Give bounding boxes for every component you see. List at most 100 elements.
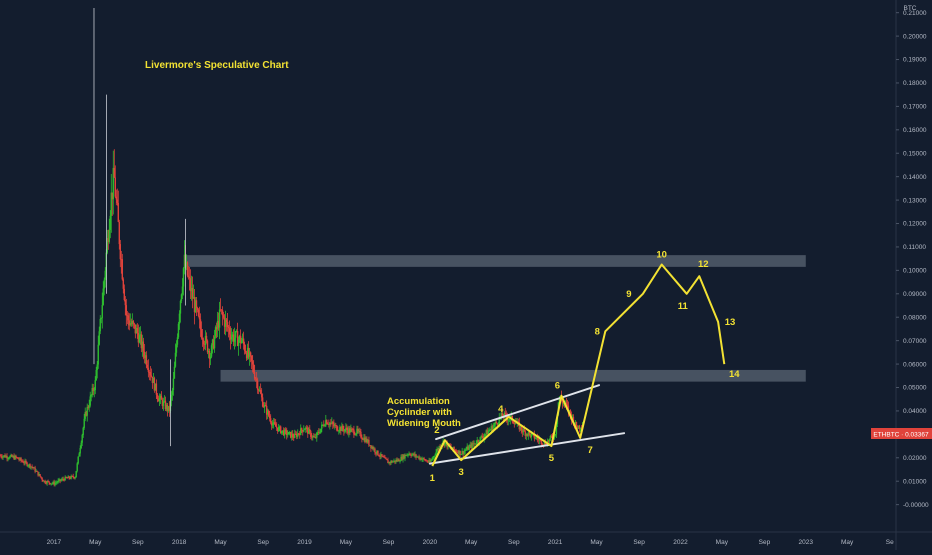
candle-body <box>89 396 91 406</box>
candle-body <box>259 389 262 394</box>
candle-body <box>200 329 203 338</box>
candle-body <box>215 327 218 330</box>
candle-body <box>296 434 298 437</box>
candle-body <box>69 478 71 479</box>
candle-body <box>270 422 273 426</box>
candle-body <box>47 481 49 482</box>
candle-body <box>111 192 113 200</box>
candle-body <box>235 331 238 332</box>
candle-body <box>500 413 502 418</box>
wave-label-13: 13 <box>725 317 736 328</box>
candle-body <box>362 438 364 440</box>
candle-body <box>117 203 119 222</box>
candle-body <box>579 428 582 430</box>
candle-body <box>479 436 481 443</box>
candle-body <box>480 436 482 437</box>
candle-body <box>30 466 32 468</box>
candle-body <box>104 270 106 280</box>
candle-body <box>202 339 205 345</box>
candle-body <box>58 479 60 481</box>
candle-body <box>82 427 84 435</box>
candle-body <box>107 238 109 242</box>
candle-body <box>336 425 338 431</box>
time-axis[interactable]: 2017 May Sep 2018 May Sep 2019 May Sep 2020 May Sep… <box>47 539 894 546</box>
price-tick-label: 0.09000 <box>903 291 927 298</box>
candle-body <box>53 481 55 485</box>
time-tick-label: 2022 <box>673 539 688 546</box>
candle-body <box>253 372 256 379</box>
candle-body <box>180 294 183 301</box>
candle-body <box>220 309 223 311</box>
candle-body <box>264 404 267 406</box>
candle-body <box>248 352 251 357</box>
candle-body <box>553 434 556 439</box>
candle-body <box>106 238 108 253</box>
candle-body <box>208 350 211 359</box>
candle-body <box>201 337 204 340</box>
candle-body <box>434 455 436 457</box>
candle-body <box>371 446 373 449</box>
candle-body <box>432 456 434 459</box>
candle-body <box>78 453 80 457</box>
price-tick-label: 0.14000 <box>903 174 927 181</box>
candle-body <box>307 427 309 434</box>
wave-label-12: 12 <box>698 259 709 270</box>
candle-body <box>195 300 198 308</box>
candle-body <box>90 395 92 397</box>
candle-body <box>54 482 56 485</box>
candle-body <box>395 459 397 462</box>
candle-body <box>466 446 468 450</box>
candle-body <box>161 399 164 406</box>
candle-body <box>251 361 254 365</box>
candle-body <box>141 341 144 349</box>
time-tick-label: May <box>214 539 227 546</box>
price-axis[interactable]: 0.21000 0.20000 0.19000 0.18000 0.17000 0.160… <box>896 10 929 509</box>
candle-body <box>196 307 199 310</box>
price-zones <box>185 255 806 382</box>
candle-body <box>504 412 506 414</box>
candle-body <box>508 419 510 421</box>
candle-body <box>333 424 335 427</box>
candle-body <box>218 309 221 328</box>
candle-body <box>381 454 383 457</box>
candle-body <box>280 426 282 434</box>
candle-body <box>324 425 326 427</box>
price-tick-label: 0.04000 <box>903 408 927 415</box>
candle-body <box>247 347 250 357</box>
candle-body <box>360 431 362 438</box>
resistance-zone[interactable] <box>185 255 806 267</box>
candle-body <box>19 458 21 460</box>
candle-body <box>375 452 377 454</box>
candle-body <box>265 405 268 415</box>
candle-body <box>236 331 239 346</box>
candle-body <box>419 457 421 459</box>
candle-body <box>155 383 158 395</box>
candle-body <box>421 459 423 460</box>
candle-body <box>472 443 474 445</box>
upper-trendline[interactable] <box>435 384 601 441</box>
candle-body <box>463 451 465 454</box>
candle-body <box>166 404 169 411</box>
candle-body <box>454 449 456 451</box>
wave-line[interactable] <box>431 263 726 467</box>
candle-body <box>32 467 34 468</box>
candle-body <box>277 427 280 432</box>
candle-body <box>135 327 138 334</box>
wave-projection[interactable] <box>431 263 726 467</box>
candle-body <box>171 389 174 395</box>
candle-body <box>293 436 295 438</box>
candle-body <box>335 425 337 427</box>
candle-body <box>70 475 72 479</box>
candle-body <box>548 438 551 442</box>
candle-body <box>289 431 291 433</box>
support-zone[interactable] <box>220 369 806 382</box>
candle-body <box>352 428 354 430</box>
candle-body <box>124 300 127 306</box>
price-tick-label: 0.01000 <box>903 478 927 485</box>
candle-body <box>131 321 134 325</box>
candle-body <box>226 321 229 328</box>
candle-body <box>154 383 157 391</box>
candle-body <box>569 410 572 415</box>
